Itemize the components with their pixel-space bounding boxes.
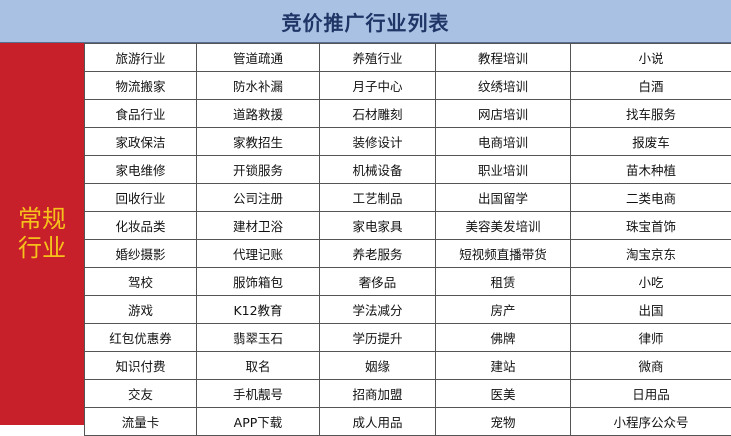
industry-cell: 化妆品类 bbox=[85, 212, 197, 240]
industry-cell: 翡翠玉石 bbox=[197, 324, 320, 352]
industry-cell: 物流搬家 bbox=[85, 72, 197, 100]
industry-cell: 租赁 bbox=[436, 268, 571, 296]
industry-cell: 游戏 bbox=[85, 296, 197, 324]
industry-cell: 律师 bbox=[571, 324, 731, 352]
table-row: 家政保洁家教招生装修设计电商培训报废车 bbox=[85, 128, 731, 156]
industry-cell: 家电维修 bbox=[85, 156, 197, 184]
industry-cell: 学法减分 bbox=[320, 296, 436, 324]
industry-table: 旅游行业管道疏通养殖行业教程培训小说物流搬家防水补漏月子中心纹绣培训白酒食品行业… bbox=[84, 43, 731, 436]
table-row: 旅游行业管道疏通养殖行业教程培训小说 bbox=[85, 44, 731, 72]
table-row: 食品行业道路救援石材雕刻网店培训找车服务 bbox=[85, 100, 731, 128]
industry-cell: 机械设备 bbox=[320, 156, 436, 184]
industry-cell: 出国 bbox=[571, 296, 731, 324]
table-row: 家电维修开锁服务机械设备职业培训苗木种植 bbox=[85, 156, 731, 184]
industry-cell: 工艺制品 bbox=[320, 184, 436, 212]
industry-cell: 房产 bbox=[436, 296, 571, 324]
industry-cell: 道路救援 bbox=[197, 100, 320, 128]
industry-cell: 佛牌 bbox=[436, 324, 571, 352]
category-label-cell: 常规行业 bbox=[0, 43, 84, 425]
industry-cell: 公司注册 bbox=[197, 184, 320, 212]
table-row: 回收行业公司注册工艺制品出国留学二类电商 bbox=[85, 184, 731, 212]
industry-cell: 手机靓号 bbox=[197, 380, 320, 408]
industry-cell: 装修设计 bbox=[320, 128, 436, 156]
category-label: 常规行业 bbox=[16, 205, 68, 263]
industry-cell: 防水补漏 bbox=[197, 72, 320, 100]
table-row: 物流搬家防水补漏月子中心纹绣培训白酒 bbox=[85, 72, 731, 100]
industry-cell: 苗木种植 bbox=[571, 156, 731, 184]
industry-cell: 医美 bbox=[436, 380, 571, 408]
industry-cell: 石材雕刻 bbox=[320, 100, 436, 128]
table-row: 化妆品类建材卫浴家电家具美容美发培训珠宝首饰 bbox=[85, 212, 731, 240]
industry-cell: 找车服务 bbox=[571, 100, 731, 128]
industry-cell: 小吃 bbox=[571, 268, 731, 296]
industry-cell: 二类电商 bbox=[571, 184, 731, 212]
industry-cell: 代理记账 bbox=[197, 240, 320, 268]
industry-cell: 养老服务 bbox=[320, 240, 436, 268]
industry-cell: APP下载 bbox=[197, 408, 320, 436]
industry-cell: 建站 bbox=[436, 352, 571, 380]
industry-cell: 教程培训 bbox=[436, 44, 571, 72]
industry-cell: 淘宝京东 bbox=[571, 240, 731, 268]
table-row: 交友手机靓号招商加盟医美日用品 bbox=[85, 380, 731, 408]
industry-cell: 服饰箱包 bbox=[197, 268, 320, 296]
industry-cell: 报废车 bbox=[571, 128, 731, 156]
industry-cell: 交友 bbox=[85, 380, 197, 408]
industry-cell: 招商加盟 bbox=[320, 380, 436, 408]
industry-cell: 出国留学 bbox=[436, 184, 571, 212]
industry-cell: 婚纱摄影 bbox=[85, 240, 197, 268]
industry-cell: 电商培训 bbox=[436, 128, 571, 156]
table-row: 婚纱摄影代理记账养老服务短视频直播带货淘宝京东 bbox=[85, 240, 731, 268]
industry-cell: 珠宝首饰 bbox=[571, 212, 731, 240]
industry-cell: 小说 bbox=[571, 44, 731, 72]
page-title: 竞价推广行业列表 bbox=[0, 0, 731, 43]
industry-cell: 建材卫浴 bbox=[197, 212, 320, 240]
industry-cell: 管道疏通 bbox=[197, 44, 320, 72]
industry-cell: 驾校 bbox=[85, 268, 197, 296]
industry-cell: 白酒 bbox=[571, 72, 731, 100]
industry-cell: 取名 bbox=[197, 352, 320, 380]
industry-cell: 宠物 bbox=[436, 408, 571, 436]
table-row: 驾校服饰箱包奢侈品租赁小吃 bbox=[85, 268, 731, 296]
industry-cell: 日用品 bbox=[571, 380, 731, 408]
industry-cell: 微商 bbox=[571, 352, 731, 380]
industry-cell: 学历提升 bbox=[320, 324, 436, 352]
industry-cell: 家政保洁 bbox=[85, 128, 197, 156]
industry-cell: 红包优惠券 bbox=[85, 324, 197, 352]
industry-cell: K12教育 bbox=[197, 296, 320, 324]
industry-cell: 养殖行业 bbox=[320, 44, 436, 72]
table-row: 红包优惠券翡翠玉石学历提升佛牌律师 bbox=[85, 324, 731, 352]
industry-cell: 食品行业 bbox=[85, 100, 197, 128]
industry-cell: 流量卡 bbox=[85, 408, 197, 436]
industry-cell: 网店培训 bbox=[436, 100, 571, 128]
industry-cell: 美容美发培训 bbox=[436, 212, 571, 240]
industry-cell: 姻缘 bbox=[320, 352, 436, 380]
industry-cell: 奢侈品 bbox=[320, 268, 436, 296]
industry-cell: 纹绣培训 bbox=[436, 72, 571, 100]
industry-cell: 家教招生 bbox=[197, 128, 320, 156]
industry-cell: 开锁服务 bbox=[197, 156, 320, 184]
industry-cell: 小程序公众号 bbox=[571, 408, 731, 436]
industry-cell: 职业培训 bbox=[436, 156, 571, 184]
industry-cell: 月子中心 bbox=[320, 72, 436, 100]
industry-cell: 旅游行业 bbox=[85, 44, 197, 72]
industry-cell: 短视频直播带货 bbox=[436, 240, 571, 268]
industry-cell: 回收行业 bbox=[85, 184, 197, 212]
table-row: 知识付费取名姻缘建站微商 bbox=[85, 352, 731, 380]
industry-cell: 知识付费 bbox=[85, 352, 197, 380]
industry-cell: 家电家具 bbox=[320, 212, 436, 240]
industry-cell: 成人用品 bbox=[320, 408, 436, 436]
